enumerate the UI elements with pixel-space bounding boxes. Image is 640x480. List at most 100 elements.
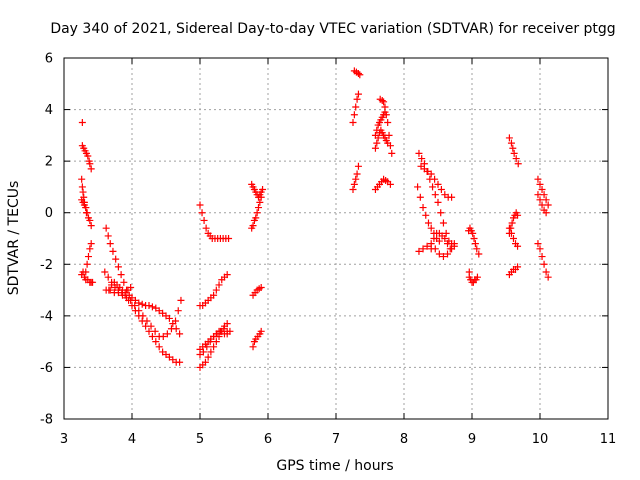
data-point-sat-09 bbox=[174, 307, 182, 315]
data-point-sat-14 bbox=[201, 358, 209, 366]
data-point-sat-29 bbox=[424, 219, 432, 227]
data-point-sat-17 bbox=[257, 193, 265, 201]
x-tick-label: 8 bbox=[400, 432, 408, 447]
data-point-sat-07 bbox=[117, 271, 125, 279]
data-point-sat-11 bbox=[202, 224, 210, 232]
data-point-sat-08 bbox=[145, 327, 153, 335]
data-point-sat-22 bbox=[350, 180, 358, 188]
data-point-sat-07 bbox=[148, 303, 156, 311]
data-point-sat-29 bbox=[427, 224, 435, 232]
data-point-sat-05 bbox=[83, 260, 91, 268]
data-point-sat-09 bbox=[172, 317, 180, 325]
x-tick-label: 4 bbox=[128, 432, 136, 447]
data-point-sat-07 bbox=[165, 314, 173, 322]
x-tick-label: 3 bbox=[60, 432, 68, 447]
data-point-sat-28 bbox=[431, 175, 439, 183]
data-point-sat-17 bbox=[256, 198, 264, 206]
data-point-sat-41 bbox=[536, 245, 544, 253]
data-point-sat-33 bbox=[473, 273, 481, 281]
data-point-sat-23 bbox=[384, 118, 392, 126]
data-point-sat-34 bbox=[465, 268, 473, 276]
data-point-sat-05 bbox=[84, 253, 92, 261]
data-point-sat-07 bbox=[114, 263, 122, 271]
data-point-sat-29 bbox=[435, 237, 443, 245]
data-point-sat-22 bbox=[352, 175, 360, 183]
data-point-sat-09 bbox=[163, 330, 171, 338]
data-point-sat-32 bbox=[471, 240, 479, 248]
data-point-sat-22 bbox=[354, 162, 362, 170]
data-point-sat-12 bbox=[223, 271, 231, 279]
data-point-sat-07 bbox=[112, 255, 120, 263]
data-point-sat-05 bbox=[87, 240, 95, 248]
data-point-sat-31 bbox=[430, 235, 438, 242]
data-point-sat-17 bbox=[249, 222, 257, 230]
data-point-sat-16 bbox=[259, 186, 267, 194]
data-point-sat-11 bbox=[200, 216, 208, 224]
y-tick-label: 4 bbox=[45, 103, 53, 118]
data-point-sat-30 bbox=[419, 245, 427, 253]
data-point-sat-27 bbox=[437, 209, 445, 217]
data-point-sat-20 bbox=[354, 69, 362, 77]
data-point-sat-27 bbox=[431, 191, 439, 199]
data-point-sat-09 bbox=[131, 302, 139, 310]
data-point-sat-09 bbox=[151, 327, 159, 335]
data-point-sat-10 bbox=[127, 283, 135, 291]
data-point-sat-12 bbox=[210, 291, 218, 299]
data-point-sat-29 bbox=[419, 204, 427, 212]
data-point-sat-02 bbox=[87, 165, 95, 173]
data-point-sat-03 bbox=[86, 216, 94, 224]
data-point-sat-22 bbox=[349, 186, 357, 194]
data-point-sat-09 bbox=[143, 317, 151, 325]
data-point-sat-27 bbox=[429, 183, 437, 191]
data-point-sat-07 bbox=[176, 330, 184, 338]
y-tick-label: 2 bbox=[45, 155, 53, 170]
y-axis-label: SDTVAR / TECUs bbox=[6, 181, 22, 296]
data-point-sat-07 bbox=[145, 302, 153, 310]
data-point-sat-28 bbox=[437, 186, 445, 194]
data-point-sat-03 bbox=[87, 222, 95, 230]
data-point-sat-06 bbox=[78, 118, 86, 126]
data-point-sat-08 bbox=[176, 358, 184, 366]
data-point-sat-35 bbox=[510, 149, 518, 157]
data-point-sat-03 bbox=[83, 209, 91, 217]
data-point-sat-40 bbox=[536, 196, 544, 204]
data-point-sat-21 bbox=[350, 111, 358, 119]
data-point-sat-08 bbox=[155, 343, 163, 351]
data-point-sat-24 bbox=[381, 108, 389, 116]
data-point-sat-09 bbox=[135, 307, 143, 315]
data-point-sat-30 bbox=[415, 247, 423, 255]
data-point-sat-22 bbox=[353, 170, 361, 178]
data-point-sat-15 bbox=[203, 343, 211, 351]
data-point-sat-41 bbox=[534, 240, 542, 248]
data-point-sat-15 bbox=[206, 338, 214, 346]
data-point-sat-37 bbox=[509, 235, 517, 242]
data-point-sat-15 bbox=[223, 327, 231, 335]
data-point-sat-08 bbox=[148, 332, 156, 340]
data-point-sat-32 bbox=[475, 250, 483, 258]
data-point-sat-07 bbox=[102, 224, 110, 232]
data-point-sat-12 bbox=[215, 281, 223, 289]
chart-title: Day 340 of 2021, Sidereal Day-to-day VTE… bbox=[50, 21, 615, 37]
data-point-sat-28 bbox=[448, 193, 456, 201]
y-tick-label: -2 bbox=[40, 258, 53, 273]
data-point-sat-09 bbox=[127, 296, 135, 304]
data-point-sat-02 bbox=[86, 160, 94, 168]
data-point-sat-27 bbox=[439, 219, 447, 227]
data-point-sat-39 bbox=[540, 191, 548, 199]
data-point-sat-09 bbox=[114, 289, 122, 297]
data-point-sat-25 bbox=[371, 144, 379, 152]
data-point-sat-07 bbox=[135, 299, 143, 307]
data-point-sat-09 bbox=[147, 322, 155, 330]
data-point-sat-25 bbox=[374, 134, 382, 142]
axis-ticks: 3 4 5 6 7 8 9 10 11 -8 -6 -4 -2 0 2 4 6 bbox=[40, 52, 616, 448]
data-point-sat-27 bbox=[442, 229, 450, 237]
data-point-sat-15 bbox=[199, 348, 207, 356]
x-tick-label: 7 bbox=[332, 432, 340, 447]
data-point-sat-19 bbox=[257, 327, 265, 335]
data-point-sat-31 bbox=[444, 240, 452, 248]
data-point-sat-08 bbox=[101, 268, 109, 276]
data-point-sat-35 bbox=[512, 155, 520, 163]
data-point-sat-29 bbox=[422, 211, 430, 219]
data-point-sat-39 bbox=[534, 175, 542, 183]
data-point-sat-23 bbox=[378, 97, 386, 105]
